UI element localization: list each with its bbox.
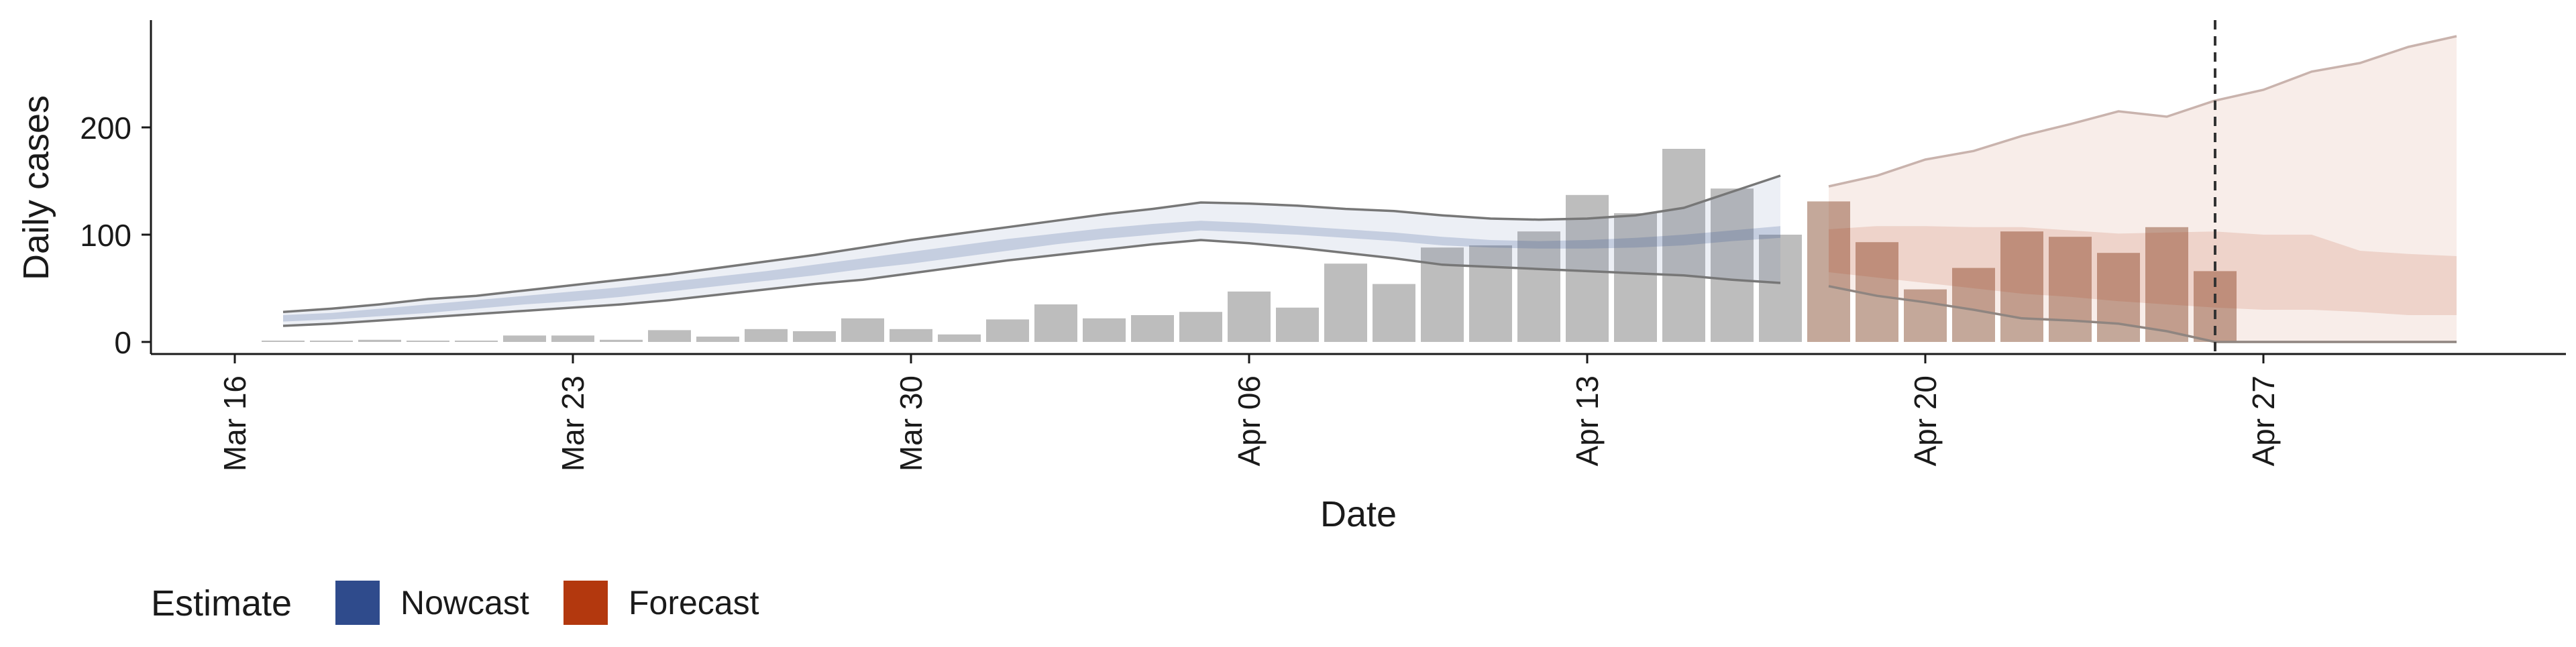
case-bar (1034, 304, 1077, 342)
x-tick-label: Apr 27 (2246, 375, 2281, 467)
case-bar (745, 329, 788, 342)
legend-label-nowcast: Nowcast (400, 584, 529, 622)
nowcast-band-50 (283, 221, 1780, 322)
y-tick-label: 200 (80, 111, 131, 145)
case-bar (1759, 235, 1802, 342)
case-bar (1711, 188, 1754, 342)
case-bar (1276, 307, 1319, 342)
case-bar (1469, 245, 1512, 342)
x-axis-label: Date (1320, 494, 1397, 534)
x-tick-label: Apr 06 (1232, 375, 1267, 467)
case-bar (841, 318, 884, 342)
case-bar (1662, 149, 1705, 342)
case-bar (2145, 227, 2188, 342)
case-bar (648, 330, 691, 342)
observed-bars (262, 149, 2237, 342)
legend-label-forecast: Forecast (629, 584, 759, 622)
case-bar (407, 341, 449, 342)
y-tick-label: 0 (114, 325, 131, 360)
forecast-lower-line (1828, 285, 2457, 343)
case-bar (1228, 291, 1271, 342)
x-ticks: Mar 16 Mar 23 Mar 30 Apr 06 Apr 13 Apr 20 Apr … (217, 354, 2281, 471)
case-bar (262, 341, 305, 342)
case-bar (310, 341, 353, 342)
case-bar (1952, 268, 1995, 342)
forecast-upper-line (1828, 35, 2457, 188)
case-bar (1807, 201, 1850, 342)
case-bar (938, 334, 981, 342)
x-tick-label: Apr 13 (1570, 375, 1605, 467)
case-bar (551, 335, 594, 342)
case-bar (2049, 237, 2092, 342)
case-bar (890, 329, 932, 342)
case-bar (793, 331, 836, 342)
case-bar (600, 339, 643, 342)
legend: Estimate Nowcast Forecast (151, 581, 759, 625)
x-tick-label: Apr 20 (1908, 375, 1943, 467)
forecast-band-90 (1829, 36, 2457, 342)
y-tick-label: 100 (80, 218, 131, 253)
case-bar (503, 335, 546, 342)
x-tick-label: Mar 30 (894, 375, 928, 471)
case-bar (1373, 284, 1415, 342)
forecast-band-50 (1829, 226, 2457, 315)
y-ticks: 0 100 200 (80, 111, 151, 360)
uncertainty-bands (283, 36, 2457, 342)
legend-swatch-nowcast (335, 581, 380, 625)
legend-swatch-forecast (564, 581, 608, 625)
legend-title: Estimate (151, 583, 292, 624)
interval-lines (282, 35, 2457, 343)
case-bar (1131, 315, 1174, 342)
case-bar (1083, 318, 1126, 342)
case-bar (2000, 231, 2043, 342)
y-axis-label: Daily cases (16, 95, 56, 280)
case-bar (696, 337, 739, 342)
case-bar (455, 341, 498, 342)
axes: 0 100 200 Mar 16 Mar 23 Mar 30 Apr 06 Apr 13 Ap… (80, 20, 2566, 471)
nowcast-upper-line (282, 174, 1781, 313)
x-tick-label: Mar 16 (217, 375, 252, 471)
case-bar (1517, 231, 1560, 342)
case-bar (1614, 213, 1657, 342)
case-bar (1904, 289, 1947, 342)
case-bar (1324, 263, 1367, 342)
case-bar (358, 339, 401, 342)
x-tick-label: Mar 23 (555, 375, 590, 471)
case-bar (1179, 312, 1222, 342)
nowcast-lower-line (282, 239, 1781, 327)
case-bar (986, 319, 1029, 342)
